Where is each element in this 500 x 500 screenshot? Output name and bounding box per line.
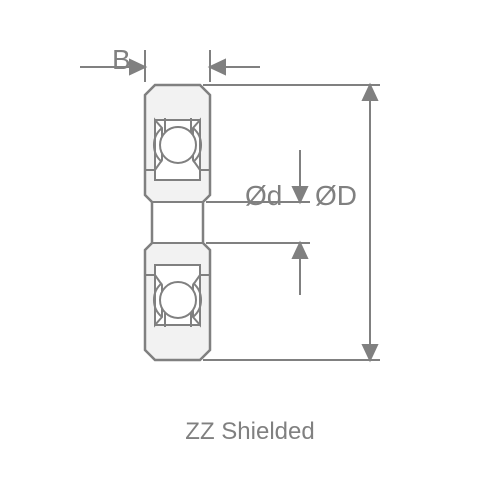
- diagram-canvas: B Ød ØD ZZ Shielded: [0, 0, 500, 500]
- label-D: ØD: [315, 180, 357, 212]
- dimension-D-group: [203, 85, 380, 360]
- label-d: Ød: [245, 180, 282, 212]
- dimension-d-group: [206, 150, 310, 295]
- dimension-B-group: [80, 50, 260, 82]
- caption-text: ZZ Shielded: [185, 418, 314, 446]
- label-B: B: [112, 44, 131, 76]
